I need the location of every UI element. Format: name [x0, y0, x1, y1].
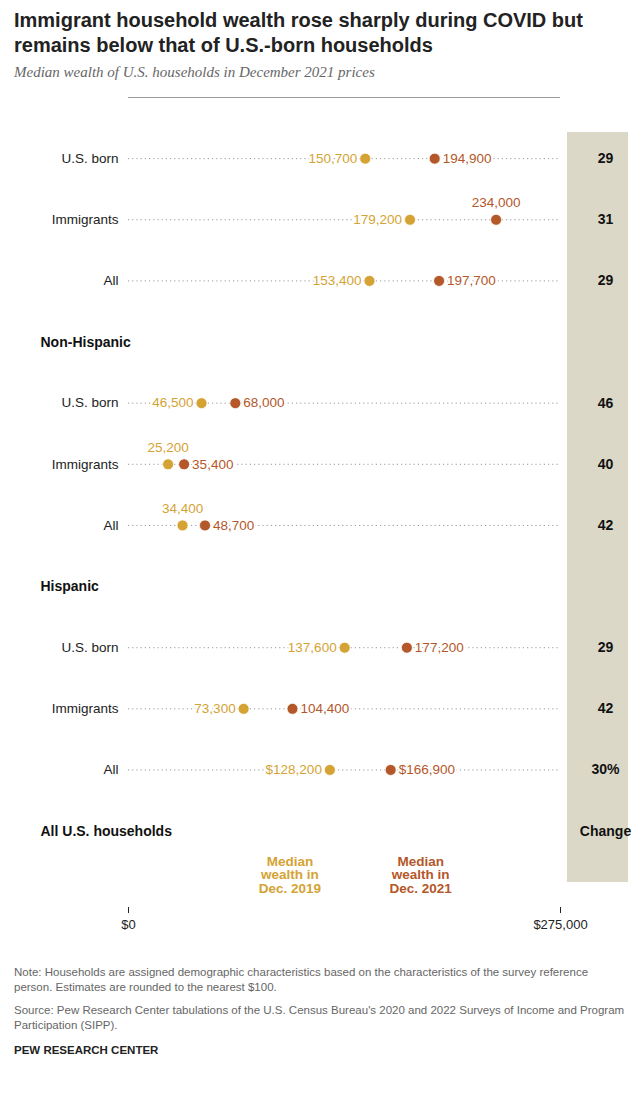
svg-text:Immigrants: Immigrants	[52, 701, 119, 716]
svg-text:Change: Change	[580, 823, 632, 839]
svg-text:150,700: 150,700	[308, 151, 357, 166]
svg-text:Hispanic: Hispanic	[41, 578, 100, 594]
svg-text:179,200: 179,200	[353, 212, 402, 227]
svg-text:34,400: 34,400	[162, 501, 203, 516]
svg-text:194,900: 194,900	[443, 151, 492, 166]
svg-text:48,700: 48,700	[213, 518, 254, 533]
svg-text:$0: $0	[121, 917, 135, 932]
svg-text:All: All	[103, 273, 118, 288]
svg-text:31: 31	[598, 211, 614, 227]
svg-text:25,200: 25,200	[147, 440, 188, 455]
svg-text:U.S. born: U.S. born	[61, 640, 118, 655]
html-text:Source: Pew Research Center ta: Source: Pew Research Center tabulations …	[14, 1004, 625, 1031]
html-text:Immigrant household wealth ros: Immigrant household wealth rose sharply …	[14, 9, 583, 56]
svg-text:$166,900: $166,900	[399, 762, 455, 777]
svg-text:30%: 30%	[591, 761, 620, 777]
svg-text:197,700: 197,700	[447, 273, 496, 288]
svg-text:U.S. born: U.S. born	[61, 151, 118, 166]
html-text:PEW RESEARCH CENTER: PEW RESEARCH CENTER	[14, 1044, 159, 1056]
svg-text:46,500: 46,500	[152, 395, 193, 410]
svg-text:104,400: 104,400	[301, 701, 350, 716]
svg-text:68,000: 68,000	[243, 395, 284, 410]
html-text:Note: Households are assigned: Note: Households are assigned demographi…	[14, 966, 588, 993]
svg-text:42: 42	[598, 517, 614, 533]
svg-text:153,400: 153,400	[313, 273, 362, 288]
svg-text:Medianwealth inDec. 2019: Medianwealth inDec. 2019	[259, 854, 321, 896]
svg-text:35,400: 35,400	[192, 457, 233, 472]
svg-text:Medianwealth inDec. 2021: Medianwealth inDec. 2021	[390, 854, 453, 896]
svg-text:29: 29	[598, 150, 614, 166]
svg-text:73,300: 73,300	[194, 701, 235, 716]
svg-text:Immigrants: Immigrants	[52, 212, 119, 227]
svg-text:29: 29	[598, 639, 614, 655]
svg-text:All: All	[103, 518, 118, 533]
svg-text:46: 46	[598, 395, 614, 411]
svg-text:U.S. born: U.S. born	[61, 395, 118, 410]
svg-text:$275,000: $275,000	[533, 917, 587, 932]
svg-text:29: 29	[598, 272, 614, 288]
svg-text:All U.S. households: All U.S. households	[41, 823, 173, 839]
html-text:Median wealth of U.S. househol: Median wealth of U.S. households in Dece…	[14, 64, 375, 80]
svg-text:$128,200: $128,200	[266, 762, 322, 777]
svg-text:40: 40	[598, 456, 614, 472]
svg-text:137,600: 137,600	[288, 640, 337, 655]
svg-text:All: All	[103, 762, 118, 777]
svg-text:42: 42	[598, 700, 614, 716]
svg-text:Immigrants: Immigrants	[52, 457, 119, 472]
svg-text:177,200: 177,200	[415, 640, 464, 655]
svg-text:Non-Hispanic: Non-Hispanic	[41, 334, 131, 350]
svg-text:234,000: 234,000	[472, 195, 521, 210]
